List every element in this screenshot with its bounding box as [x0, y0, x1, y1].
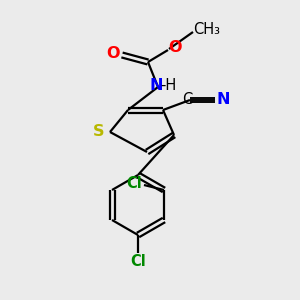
Text: Cl: Cl [130, 254, 146, 269]
Text: CH₃: CH₃ [194, 22, 220, 37]
Text: Cl: Cl [126, 176, 142, 191]
Text: N: N [149, 77, 163, 92]
Text: C: C [182, 92, 192, 106]
Text: S: S [93, 124, 105, 140]
Text: N: N [216, 92, 230, 106]
Text: O: O [168, 40, 182, 55]
Text: O: O [106, 46, 120, 61]
Text: -H: -H [160, 77, 176, 92]
